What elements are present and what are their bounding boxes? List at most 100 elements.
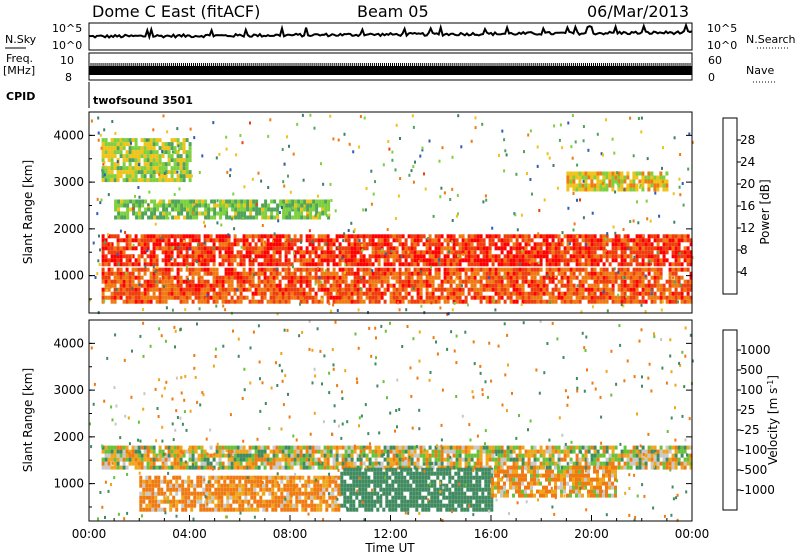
power-cell (683, 267, 687, 272)
power-cell (185, 162, 189, 167)
power-speck (410, 169, 413, 173)
power-cell (623, 258, 627, 263)
velocity-cell (140, 465, 144, 470)
power-cell (383, 250, 387, 255)
power-cell (521, 283, 525, 288)
power-speck (573, 222, 576, 226)
power-cell (116, 162, 120, 167)
power-cell (323, 291, 327, 296)
power-cell (309, 211, 313, 216)
power-cell (173, 238, 177, 243)
power-cell (221, 299, 225, 304)
power-cell (503, 234, 507, 239)
power-cell (575, 183, 579, 188)
power-speck (300, 240, 302, 244)
power-cell (266, 287, 270, 292)
power-cell (563, 234, 567, 239)
power-cell (593, 275, 597, 280)
velocity-cell (464, 445, 468, 450)
power-cell (164, 146, 168, 151)
power-cell (590, 287, 594, 292)
power-cell (245, 246, 249, 251)
power-cell (632, 291, 636, 296)
velocity-cell (440, 453, 444, 458)
power-cell (299, 271, 303, 276)
power-speck (167, 216, 170, 220)
power-cell (210, 215, 214, 220)
power-cell (656, 238, 660, 243)
power-cell (680, 291, 684, 296)
velocity-cell (410, 457, 414, 462)
power-cell (677, 279, 681, 284)
power-cell (452, 238, 456, 243)
power-cell (569, 238, 573, 243)
power-cell (128, 138, 132, 143)
power-cell (134, 246, 138, 251)
power-cell (288, 199, 292, 204)
velocity-cell (242, 449, 246, 454)
power-cell (266, 299, 270, 304)
power-cell (437, 287, 441, 292)
power-cell (521, 262, 525, 267)
power-cell (623, 291, 627, 296)
power-speck (302, 297, 304, 300)
power-cell (470, 283, 474, 288)
power-cell (443, 267, 447, 272)
power-cell (245, 242, 249, 247)
power-cell (371, 275, 375, 280)
velocity-cell (305, 457, 309, 462)
velocity-cell (383, 449, 387, 454)
velocity-cell (419, 445, 423, 450)
power-speck (604, 237, 607, 241)
power-cell (212, 262, 216, 267)
power-cell (374, 283, 378, 288)
power-cell (416, 299, 420, 304)
velocity-cell (311, 453, 315, 458)
power-cell (162, 215, 166, 220)
power-cell (371, 246, 375, 251)
power-speck (451, 187, 454, 191)
power-cell (638, 275, 642, 280)
power-cell (143, 250, 147, 255)
power-speck (145, 138, 148, 142)
power-speck (328, 213, 331, 217)
power-cell (101, 254, 105, 259)
power-speck (360, 244, 363, 247)
power-cell (179, 234, 183, 239)
power-cell (203, 234, 207, 239)
power-cell (210, 199, 214, 204)
velocity-cell (467, 465, 471, 470)
power-cell (245, 295, 249, 300)
power-cell (125, 138, 129, 143)
power-cell (134, 283, 138, 288)
power-cell (542, 234, 546, 239)
nave-label: Nave (746, 64, 774, 77)
power-cell (252, 203, 256, 208)
power-cell (653, 187, 657, 192)
velocity-cell (347, 445, 351, 450)
power-cell (312, 199, 316, 204)
power-cell (392, 299, 396, 304)
velocity-cell (320, 461, 324, 466)
power-cell (614, 234, 618, 239)
power-cell (236, 283, 240, 288)
velocity-cell (260, 453, 264, 458)
power-cell (650, 254, 654, 259)
power-cell (407, 299, 411, 304)
power-cell (404, 267, 408, 272)
power-cell (317, 254, 321, 259)
power-cell (182, 170, 186, 175)
power-cell (536, 291, 540, 296)
power-cell (296, 295, 300, 300)
power-cell (479, 242, 483, 247)
power-cell (234, 215, 238, 220)
power-cell (320, 299, 324, 304)
power-cell (509, 299, 513, 304)
power-cell (161, 267, 165, 272)
power-cell (125, 291, 129, 296)
power-cell (566, 258, 570, 263)
power-speck (536, 164, 539, 168)
power-cell (203, 287, 207, 292)
power-cell (476, 254, 480, 259)
power-cell (179, 275, 183, 280)
